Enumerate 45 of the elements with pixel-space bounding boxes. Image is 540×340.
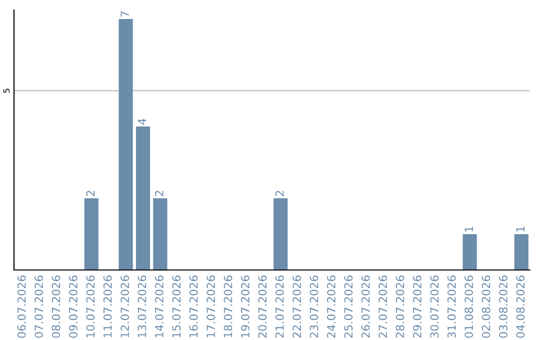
data-label: 2 [86,190,94,196]
bar [274,198,288,270]
x-tick-label: 01.08.2026 [464,276,474,338]
x-tick-label: 29.07.2026 [413,276,422,338]
x-tick-label: 17.07.2026 [206,276,216,338]
x-tick-label: 16.07.2026 [189,276,198,338]
x-tick-label: 26.07.2026 [361,276,370,338]
bar [514,234,528,270]
x-tick-label: 21.07.2026 [275,276,284,338]
x-tick-label: 23.07.2026 [310,276,318,338]
x-tick-label: 04.08.2026 [516,276,525,338]
x-tick-label: 28.07.2026 [396,276,404,338]
x-tick-label: 14.07.2026 [155,276,164,338]
x-tick-label: 19.07.2026 [241,276,250,338]
x-tick-label: 31.07.2026 [447,276,456,338]
x-tick-label: 13.07.2026 [138,276,146,338]
bar [84,198,98,270]
x-tick-label: 10.07.2026 [86,276,95,338]
x-tick-label: 06.07.2026 [17,276,26,338]
data-label: 2 [155,190,164,196]
data-label: 1 [464,226,473,232]
bar [118,18,133,270]
x-tick-label: 30.07.2026 [430,276,439,338]
x-tick-label: 02.08.2026 [482,276,490,338]
x-tick-label: 08.07.2026 [52,276,60,338]
data-label: 2 [275,190,284,196]
x-tick-label: 24.07.2026 [327,276,336,338]
data-label: 1 [516,226,524,232]
bar [462,234,477,270]
x-tick-label: 15.07.2026 [172,276,181,338]
y-tick-label: 5 [3,88,10,93]
data-label: 7 [120,11,129,17]
x-tick-label: 07.07.2026 [34,276,44,338]
bar [153,198,168,270]
x-tick-label: 22.07.2026 [292,276,302,338]
x-tick-label: 09.07.2026 [69,276,78,338]
x-tick-label: 25.07.2026 [344,276,353,338]
x-tick-label: 20.07.2026 [258,276,267,338]
x-tick-label: 12.07.2026 [120,276,130,338]
x-tick-label: 18.07.2026 [224,276,232,338]
x-tick-label: 27.07.2026 [378,276,388,338]
x-tick-label: 11.07.2026 [103,276,112,338]
x-tick-label: 03.08.2026 [499,276,508,338]
data-label: 4 [138,118,146,125]
bar [136,126,150,270]
